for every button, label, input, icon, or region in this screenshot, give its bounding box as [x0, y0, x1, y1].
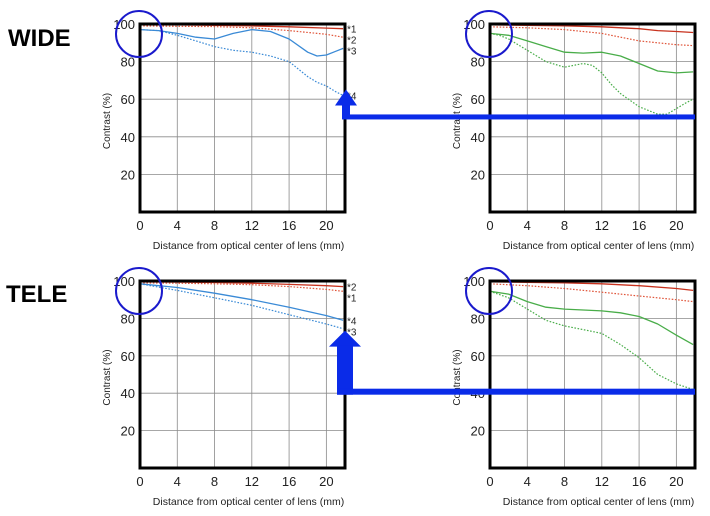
y-tick-label: 80 — [121, 311, 135, 326]
series-line-2 — [139, 25, 344, 38]
series-line-3 — [139, 28, 344, 57]
y-tick-label: 100 — [113, 274, 135, 289]
plot-frame — [138, 22, 347, 214]
y-tick-label: 60 — [121, 92, 135, 107]
series-line-3 — [489, 32, 694, 74]
x-axis-title: Distance from optical center of lens (mm… — [503, 496, 694, 508]
x-axis-title: Distance from optical center of lens (mm… — [503, 240, 694, 252]
arrow-head-wide — [335, 89, 357, 106]
x-tick-label: 8 — [211, 218, 218, 233]
y-tick-label: 100 — [113, 17, 135, 32]
series-line-4 — [139, 283, 344, 330]
y-tick-label: 60 — [121, 349, 135, 364]
y-tick-label: 40 — [471, 130, 485, 145]
plot-frame — [138, 279, 347, 470]
y-axis-title: Contrast (%) — [452, 349, 463, 405]
x-tick-label: 12 — [595, 474, 609, 489]
x-tick-label: 4 — [174, 218, 181, 233]
series-line-2 — [489, 26, 694, 47]
y-tick-label: 80 — [121, 55, 135, 70]
grid — [490, 280, 695, 468]
x-tick-label: 12 — [245, 474, 259, 489]
x-tick-label: 16 — [282, 474, 296, 489]
x-tick-label: 4 — [524, 218, 531, 233]
x-tick-label: 8 — [561, 218, 568, 233]
y-tick-label: 100 — [463, 274, 485, 289]
x-tick-label: 0 — [136, 474, 143, 489]
highlight-circle — [115, 10, 163, 58]
series-label: *3 — [347, 47, 357, 58]
x-tick-label: 8 — [211, 474, 218, 489]
x-tick-label: 16 — [632, 218, 646, 233]
y-tick-label: 60 — [471, 349, 485, 364]
x-tick-label: 20 — [669, 474, 683, 489]
series-line-4 — [139, 29, 344, 96]
series-line-4 — [489, 32, 694, 115]
x-tick-label: 0 — [136, 218, 143, 233]
series-line-3 — [139, 283, 344, 321]
chart-tele-left: 20 40 60 80 100 0 4 8 12 16 20 Distance from optica… — [102, 274, 357, 508]
y-tick-label: 80 — [471, 311, 485, 326]
series-line-1 — [139, 281, 344, 288]
x-axis-title: Distance from optical center of lens (mm… — [153, 240, 344, 252]
y-axis-title: Contrast (%) — [102, 349, 113, 405]
grid — [140, 23, 345, 212]
arrow-stem-tele — [337, 345, 353, 395]
series-label: *2 — [347, 283, 357, 294]
x-tick-label: 16 — [632, 474, 646, 489]
arrow-head-tele — [329, 330, 361, 347]
y-tick-label: 40 — [121, 386, 135, 401]
highlight-circle — [115, 267, 163, 315]
y-axis-title: Contrast (%) — [102, 93, 113, 149]
connector-line-tele — [337, 388, 695, 395]
series-line-3 — [489, 290, 694, 346]
row-label-wide: WIDE — [8, 25, 71, 52]
series-label: *1 — [347, 294, 357, 305]
y-tick-label: 20 — [471, 167, 485, 182]
x-tick-label: 16 — [282, 218, 296, 233]
series-line-2 — [139, 282, 344, 292]
y-tick-label: 20 — [121, 424, 135, 439]
x-tick-label: 12 — [595, 218, 609, 233]
chart-wide-right: 20 40 60 80 100 0 4 8 12 16 20 Distance from optica… — [452, 17, 697, 252]
x-axis-title: Distance from optical center of lens (mm… — [153, 496, 344, 508]
y-tick-label: 40 — [121, 130, 135, 145]
highlight-circle — [465, 267, 513, 315]
footer-strip — [0, 514, 710, 516]
x-tick-label: 20 — [669, 218, 683, 233]
series-line-1 — [489, 281, 694, 292]
y-tick-label: 60 — [471, 92, 485, 107]
x-tick-label: 20 — [319, 218, 333, 233]
y-tick-label: 80 — [471, 55, 485, 70]
y-tick-label: 20 — [121, 167, 135, 182]
series-label: *4 — [347, 91, 357, 102]
series-line-4 — [489, 290, 694, 391]
series-label: *4 — [347, 316, 357, 327]
x-tick-label: 8 — [561, 474, 568, 489]
grid — [140, 280, 345, 468]
arrow-stem-wide — [342, 105, 350, 118]
chart-wide-left: 20 40 60 80 100 0 4 8 12 16 20 Distance from optica… — [102, 17, 357, 252]
connector-line-wide — [342, 114, 695, 120]
y-tick-label: 100 — [463, 17, 485, 32]
plot-frame — [488, 279, 697, 470]
x-tick-label: 4 — [524, 474, 531, 489]
x-tick-label: 0 — [486, 474, 493, 489]
series-label: *2 — [347, 36, 357, 47]
highlight-circle — [465, 10, 513, 58]
series-label: *3 — [347, 327, 357, 338]
series-line-1 — [489, 24, 694, 34]
x-tick-label: 4 — [174, 474, 181, 489]
series-line-2 — [489, 283, 694, 303]
x-tick-label: 12 — [245, 218, 259, 233]
y-axis-title: Contrast (%) — [452, 93, 463, 149]
row-label-tele: TELE — [6, 281, 67, 308]
series-label: *1 — [347, 25, 357, 36]
x-tick-label: 20 — [319, 474, 333, 489]
y-tick-label: 20 — [471, 424, 485, 439]
x-tick-label: 0 — [486, 218, 493, 233]
